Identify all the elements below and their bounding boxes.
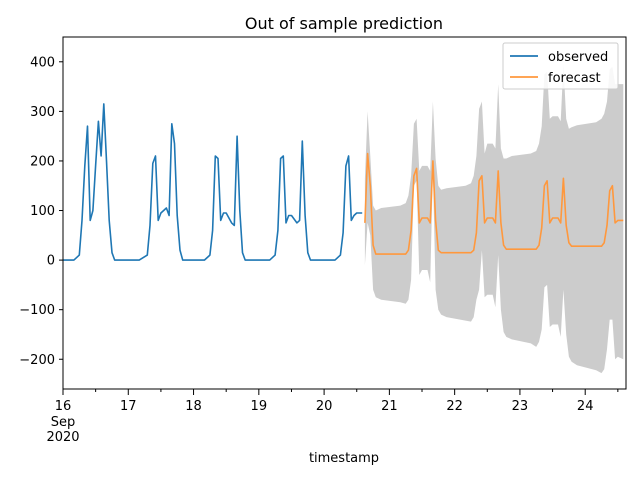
x-axis-label: timestamp bbox=[309, 451, 379, 466]
x-tick-label: 16 bbox=[55, 399, 72, 414]
x-tick-sublabel: 2020 bbox=[46, 430, 79, 445]
y-tick-label: −100 bbox=[19, 303, 55, 318]
x-tick-label: 22 bbox=[446, 399, 463, 414]
chart-title: Out of sample prediction bbox=[245, 14, 443, 33]
forecast-confidence-band bbox=[364, 64, 624, 374]
legend-label-forecast: forecast bbox=[548, 71, 601, 86]
y-tick-label: 0 bbox=[47, 254, 55, 269]
legend: observed forecast bbox=[502, 42, 619, 90]
y-tick-label: −200 bbox=[19, 353, 55, 368]
x-tick-label: 19 bbox=[251, 399, 268, 414]
x-tick-label: 18 bbox=[185, 399, 202, 414]
x-tick-label: 17 bbox=[120, 399, 137, 414]
x-tick-label: 23 bbox=[512, 399, 529, 414]
y-tick-label: 100 bbox=[30, 204, 55, 219]
y-tick-label: 400 bbox=[30, 55, 55, 70]
y-tick-label: 200 bbox=[30, 154, 55, 169]
series-line-forecast bbox=[364, 152, 624, 255]
series-line-observed bbox=[63, 103, 363, 261]
plot-frame bbox=[62, 36, 627, 390]
series-lines-layer bbox=[63, 103, 624, 261]
x-tick-label: 24 bbox=[577, 399, 594, 414]
confidence-band-layer bbox=[364, 64, 624, 374]
legend-label-observed: observed bbox=[548, 50, 608, 65]
x-tick-label: 21 bbox=[381, 399, 398, 414]
x-tick-sublabel: Sep bbox=[51, 415, 76, 430]
x-tick-label: 20 bbox=[316, 399, 333, 414]
y-tick-label: 300 bbox=[30, 105, 55, 120]
